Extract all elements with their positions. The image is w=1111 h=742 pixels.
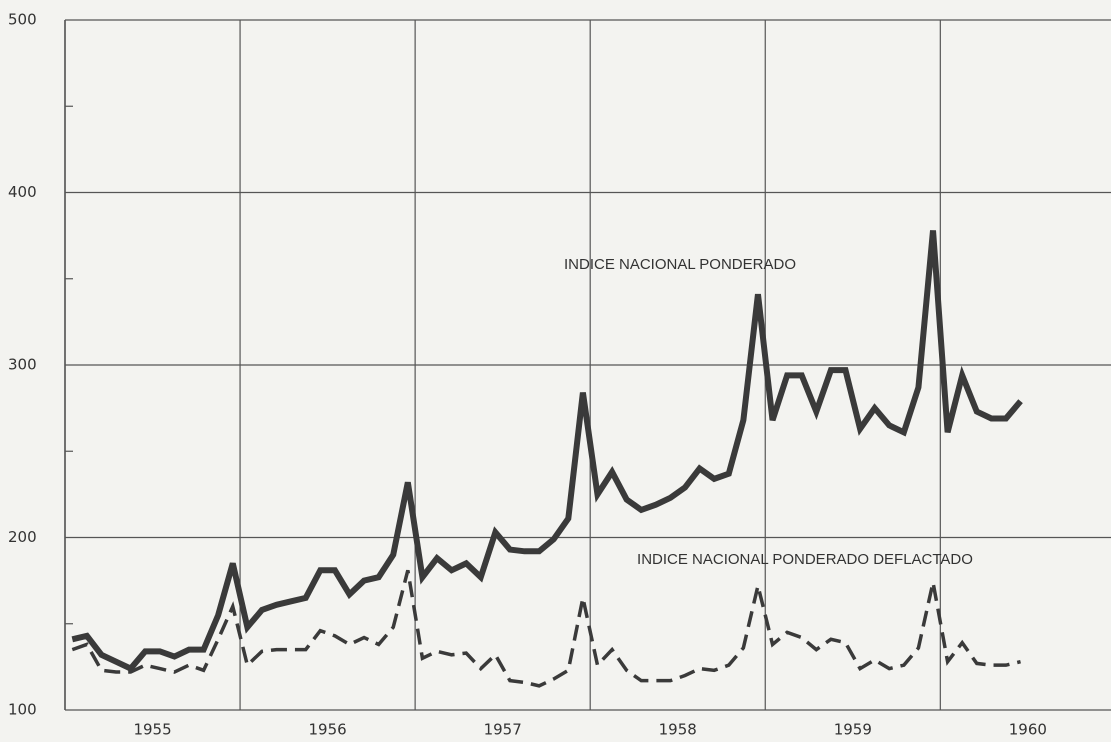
x-tick-label: 1960 (1009, 721, 1047, 739)
series-annotation: INDICE NACIONAL PONDERADO DEFLACTADO (637, 551, 973, 568)
series-annotation: INDICE NACIONAL PONDERADO (564, 256, 796, 273)
series-line (71, 230, 1023, 673)
x-tick-label: 1959 (834, 721, 872, 739)
series-line (71, 569, 1021, 688)
y-tick-label: 500 (8, 11, 37, 29)
x-tick-label: 1957 (484, 721, 522, 739)
y-tick-label: 100 (8, 701, 37, 719)
x-tick-label: 1956 (309, 721, 347, 739)
x-tick-label: 1955 (133, 721, 171, 739)
y-tick-label: 400 (8, 183, 37, 201)
x-tick-label: 1958 (659, 721, 697, 739)
y-tick-label: 200 (8, 528, 37, 546)
y-tick-label: 300 (8, 356, 37, 374)
